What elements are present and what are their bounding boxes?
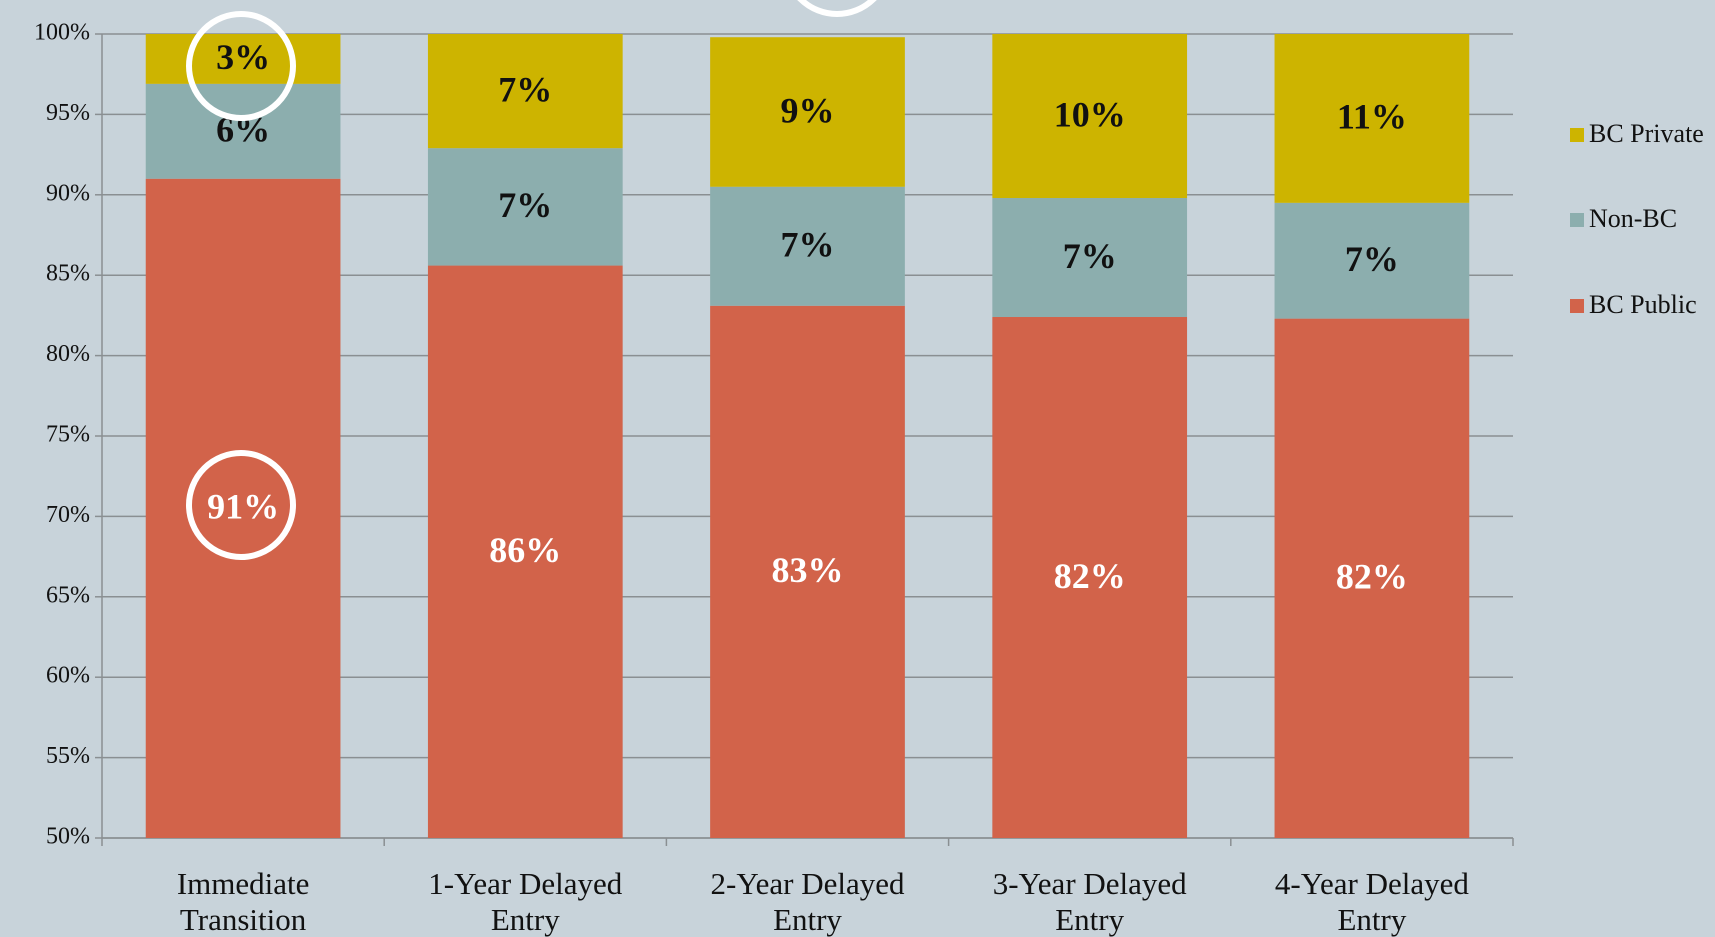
data-label: 7% [498,185,552,225]
data-label: 3% [216,37,270,77]
data-label: 7% [1345,239,1399,279]
data-label: 91% [207,487,279,527]
bar-segment [145,83,341,179]
data-label: 86% [489,530,561,570]
data-label: 82% [1336,557,1408,597]
x-tick-label: 4-Year Delayed Entry [1274,866,1469,937]
data-label: 9% [781,90,835,130]
legend-swatch [1570,128,1584,142]
y-tick-label: 65% [46,582,90,608]
bar-segment [992,317,1188,838]
data-label: 10% [1054,94,1126,134]
y-tick-label: 85% [46,261,90,287]
bar-segment [1274,318,1470,839]
x-tick-label: 2-Year Delayed Entry [710,866,905,937]
highlight-circle [186,450,296,560]
bar-segment [710,186,905,306]
bar-segment [1274,34,1470,203]
y-tick-label: 55% [46,743,90,769]
legend-swatch [1570,299,1584,313]
data-label: 7% [781,225,835,265]
highlight-circle [186,11,296,121]
legend-label: BC Private [1589,119,1704,148]
bar-segment [710,305,905,838]
x-tick-label: 1-Year Delayed Entry [428,866,623,937]
x-tick-label: 3-Year Delayed Entry [992,866,1187,937]
legend-label: BC Public [1589,290,1697,319]
data-label: 7% [1063,236,1117,276]
bar-segment [992,198,1188,318]
y-tick-label: 100% [34,20,90,46]
y-tick-label: 50% [46,824,90,850]
legend-swatch [1570,213,1584,227]
y-tick-label: 80% [46,341,90,367]
data-label: 83% [772,550,844,590]
data-label: 7% [498,69,552,109]
bar-segment [427,265,623,838]
highlight-circle [797,0,877,17]
x-tick-label: Immediate Transition [176,866,310,937]
bar-segment [710,37,905,187]
data-label: 11% [1337,97,1407,137]
bar-segment [427,34,623,149]
data-label: 82% [1054,556,1126,596]
legend-label: Non-BC [1589,204,1677,233]
bar-segment [992,34,1188,199]
y-tick-label: 70% [46,502,90,528]
y-tick-label: 95% [46,100,90,126]
y-tick-label: 60% [46,663,90,689]
bar-segment [145,178,341,839]
y-tick-label: 90% [46,180,90,206]
y-tick-label: 75% [46,422,90,448]
bar-segment [145,34,341,84]
bar-segment [1274,202,1470,319]
bar-segment [427,148,623,266]
